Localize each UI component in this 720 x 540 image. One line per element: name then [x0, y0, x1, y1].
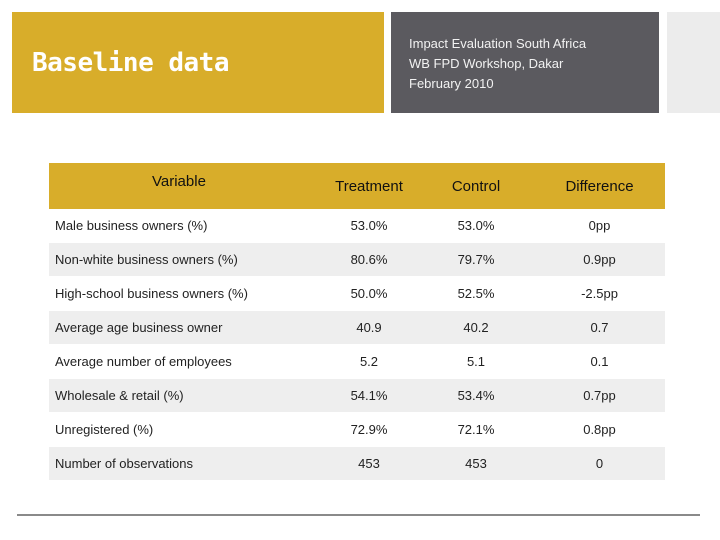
- info-band: Impact Evaluation South Africa WB FPD Wo…: [391, 12, 659, 113]
- treatment-value: 54.1%: [320, 378, 418, 413]
- table-row: Average age business owner 40.9 40.2 0.7: [49, 310, 665, 345]
- table-row: Wholesale & retail (%) 54.1% 53.4% 0.7pp: [49, 378, 665, 413]
- table-header-row: Variable Treatment Control Difference: [49, 163, 665, 209]
- info-line-event: Impact Evaluation South Africa: [409, 36, 587, 51]
- difference-value: 0.9pp: [534, 242, 665, 277]
- table-row: Number of observations 453 453 0: [49, 446, 665, 481]
- header-variable: Variable: [49, 163, 320, 209]
- info-line-workshop: WB FPD Workshop, Dakar: [409, 56, 564, 71]
- table-row: Average number of employees 5.2 5.1 0.1: [49, 344, 665, 379]
- difference-value: -2.5pp: [534, 276, 665, 311]
- control-value: 79.7%: [418, 242, 534, 277]
- difference-value: 0pp: [534, 209, 665, 243]
- row-label: Number of observations: [49, 446, 320, 481]
- row-label: Non-white business owners (%): [49, 242, 320, 277]
- row-label: Wholesale & retail (%): [49, 378, 320, 413]
- info-line-date: February 2010: [409, 76, 494, 91]
- treatment-value: 50.0%: [320, 276, 418, 311]
- control-value: 53.4%: [418, 378, 534, 413]
- title-band: Baseline data: [12, 12, 384, 113]
- treatment-value: 40.9: [320, 310, 418, 345]
- table-row: Unregistered (%) 72.9% 72.1% 0.8pp: [49, 412, 665, 447]
- header-difference: Difference: [534, 163, 665, 209]
- treatment-value: 53.0%: [320, 209, 418, 243]
- treatment-value: 72.9%: [320, 412, 418, 447]
- table-row: Non-white business owners (%) 80.6% 79.7…: [49, 242, 665, 277]
- control-value: 53.0%: [418, 209, 534, 243]
- treatment-value: 80.6%: [320, 242, 418, 277]
- row-label: Average number of employees: [49, 344, 320, 379]
- row-label: High-school business owners (%): [49, 276, 320, 311]
- corner-band: [667, 12, 720, 113]
- row-label: Average age business owner: [49, 310, 320, 345]
- difference-value: 0.7: [534, 310, 665, 345]
- difference-value: 0.8pp: [534, 412, 665, 447]
- control-value: 5.1: [418, 344, 534, 379]
- control-value: 453: [418, 446, 534, 481]
- difference-value: 0: [534, 446, 665, 481]
- table-row: Male business owners (%) 53.0% 53.0% 0pp: [49, 209, 665, 243]
- row-label: Male business owners (%): [49, 209, 320, 243]
- table-row: High-school business owners (%) 50.0% 52…: [49, 276, 665, 311]
- control-value: 72.1%: [418, 412, 534, 447]
- difference-value: 0.1: [534, 344, 665, 379]
- control-value: 40.2: [418, 310, 534, 345]
- treatment-value: 453: [320, 446, 418, 481]
- slide-title: Baseline data: [32, 48, 230, 78]
- bottom-divider: [17, 514, 700, 516]
- header-control: Control: [418, 163, 534, 209]
- control-value: 52.5%: [418, 276, 534, 311]
- difference-value: 0.7pp: [534, 378, 665, 413]
- header-treatment: Treatment: [320, 163, 418, 209]
- treatment-value: 5.2: [320, 344, 418, 379]
- row-label: Unregistered (%): [49, 412, 320, 447]
- baseline-table: Variable Treatment Control Difference Ma…: [49, 163, 665, 481]
